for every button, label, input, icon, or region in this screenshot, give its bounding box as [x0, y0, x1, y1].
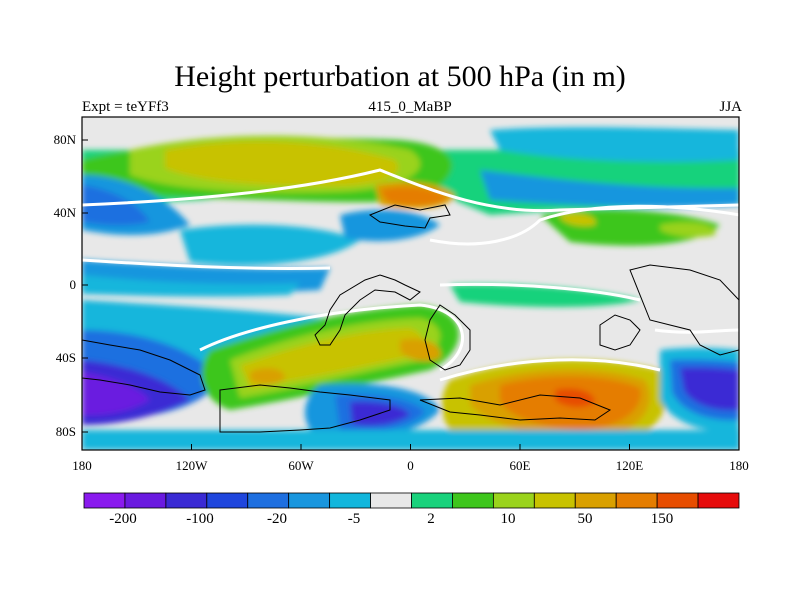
height-field — [82, 117, 739, 450]
colorbar-swatch — [83, 492, 126, 509]
colorbar-swatch — [247, 492, 290, 509]
colorbar-swatch — [206, 492, 249, 509]
colorbar-swatch — [574, 492, 617, 509]
case-label: 415_0_MaBP — [368, 99, 452, 115]
season-label: JJA — [719, 99, 742, 115]
x-tick-label: 120W — [176, 458, 209, 473]
colorbar-swatch — [288, 492, 331, 509]
colorbar-label: 2 — [427, 511, 435, 527]
y-tick-label: 0 — [70, 277, 77, 292]
x-tick-label: 60W — [288, 458, 314, 473]
colorbar-swatch — [370, 492, 412, 509]
colorbar-labels: -200 -100 -20 -5 2 10 50 150 — [109, 511, 673, 527]
y-tick-label: 40S — [56, 350, 76, 365]
coastlines — [82, 204, 739, 433]
colorbar-label: -100 — [186, 511, 214, 527]
zero-contours — [82, 168, 739, 382]
colorbar-label: -200 — [109, 511, 137, 527]
colorbar-label: 150 — [651, 511, 674, 527]
colorbar-label: -5 — [348, 511, 361, 527]
colorbar-label: 10 — [501, 511, 516, 527]
colorbar-swatch — [492, 492, 535, 509]
colorbar — [83, 492, 740, 509]
colorbar-swatch — [533, 492, 576, 509]
y-tick-label: 80N — [54, 132, 77, 147]
x-tick-label: 120E — [616, 458, 644, 473]
colorbar-swatch — [124, 492, 167, 509]
x-tick-label: 180 — [72, 458, 92, 473]
colorbar-swatch — [411, 492, 453, 509]
y-tick-label: 40N — [54, 205, 77, 220]
colorbar-swatch — [329, 492, 371, 509]
x-tick-label: 180 — [729, 458, 749, 473]
colorbar-swatch — [697, 492, 740, 509]
colorbar-swatch — [656, 492, 699, 509]
colorbar-swatch — [165, 492, 208, 509]
y-axis-labels: 80N 40N 0 40S 80S — [54, 132, 77, 439]
x-tick-label: 0 — [407, 458, 414, 473]
x-axis-labels: 180 120W 60W 0 60E 120E 180 — [72, 458, 749, 473]
colorbar-label: 50 — [578, 511, 593, 527]
chart-title: Height perturbation at 500 hPa (in m) — [174, 60, 626, 93]
y-tick-label: 80S — [56, 424, 76, 439]
colorbar-swatch — [452, 492, 494, 509]
x-tick-label: 60E — [510, 458, 531, 473]
experiment-label: Expt = teYFf3 — [82, 99, 169, 115]
colorbar-label: -20 — [267, 511, 287, 527]
colorbar-swatch — [615, 492, 658, 509]
axis-ticks — [81, 139, 740, 450]
